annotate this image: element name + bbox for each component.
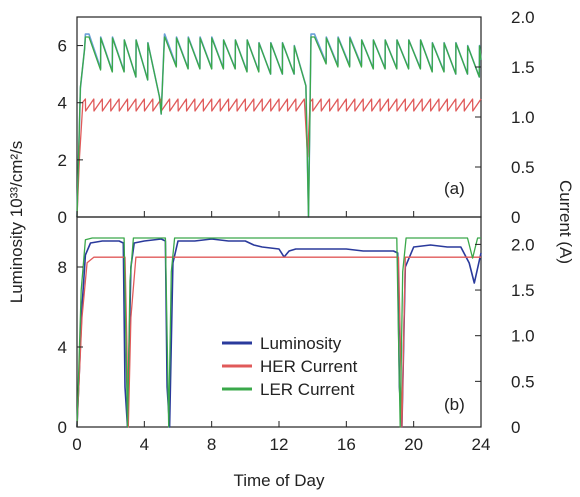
panel-b-tag: (b) [444, 395, 465, 414]
panel-a-y2tick-label: 0.5 [511, 158, 535, 177]
xtick-label: 8 [207, 435, 216, 454]
panel-b-ytick-label: 8 [58, 258, 67, 277]
legend-item-her-current: HER Current [222, 357, 358, 376]
legend-label-her-current: HER Current [260, 357, 358, 376]
panel-a-y2tick-label: 0 [511, 208, 520, 227]
panel-b-ytick-label: 0 [58, 418, 67, 437]
legend: Luminosity HER Current LER Current [222, 334, 358, 399]
panel-b-y2tick-label: 2.0 [511, 235, 535, 254]
panel-a-tag: (a) [444, 179, 465, 198]
panel-a-ytick-label: 0 [58, 208, 67, 227]
legend-label-luminosity: Luminosity [260, 334, 342, 353]
panel-a-series-ler-current [76, 36, 482, 218]
panel-a-plot-area [76, 33, 482, 218]
xtick-label: 24 [472, 435, 491, 454]
xtick-label: 20 [404, 435, 423, 454]
panel-b-series-ler-current [76, 237, 481, 428]
panel-a-ytick-label: 6 [58, 37, 67, 56]
panel-a-ytick-label: 4 [58, 94, 67, 113]
panel-b-series-her-current [76, 256, 481, 428]
legend-item-luminosity: Luminosity [222, 334, 342, 353]
x-axis-label: Time of Day [233, 471, 325, 490]
panel-a-series-her-current [76, 98, 482, 218]
xtick-label: 0 [72, 435, 81, 454]
panel-b-y2tick-label: 1.0 [511, 327, 535, 346]
panel-b-ytick-label: 4 [58, 338, 67, 357]
panel-b-axes: 0 4 8 0 0.5 1.0 1.5 2.0 0 4 8 12 16 20 24 [58, 235, 535, 454]
xtick-label: 4 [140, 435, 149, 454]
panel-a-ytick-label: 2 [58, 151, 67, 170]
panel-b-y2tick-label: 1.5 [511, 281, 535, 300]
panel-a-y2tick-label: 1.0 [511, 108, 535, 127]
panel-b-y2tick-label: 0.5 [511, 372, 535, 391]
panel-a-y2tick-label: 2.0 [511, 8, 535, 27]
xtick-label: 16 [337, 435, 356, 454]
panel-b-plot-area [76, 237, 482, 428]
panel-b-y2tick-label: 0 [511, 418, 520, 437]
panel-a-y2tick-label: 1.5 [511, 58, 535, 77]
panel-b: 0 4 8 0 0.5 1.0 1.5 2.0 0 4 8 12 16 20 24 (b) [58, 216, 535, 454]
panel-a: 0 2 4 6 0 0.5 1.0 1.5 2.0 (a) [58, 8, 535, 227]
y-axis-label: Luminosity 10³³/cm²/s [7, 141, 26, 303]
xtick-label: 12 [270, 435, 289, 454]
panel-a-axes: 0 2 4 6 0 0.5 1.0 1.5 2.0 [58, 8, 535, 227]
legend-label-ler-current: LER Current [260, 380, 355, 399]
legend-item-ler-current: LER Current [222, 380, 355, 399]
y2-axis-label: Current (A) [556, 180, 575, 264]
